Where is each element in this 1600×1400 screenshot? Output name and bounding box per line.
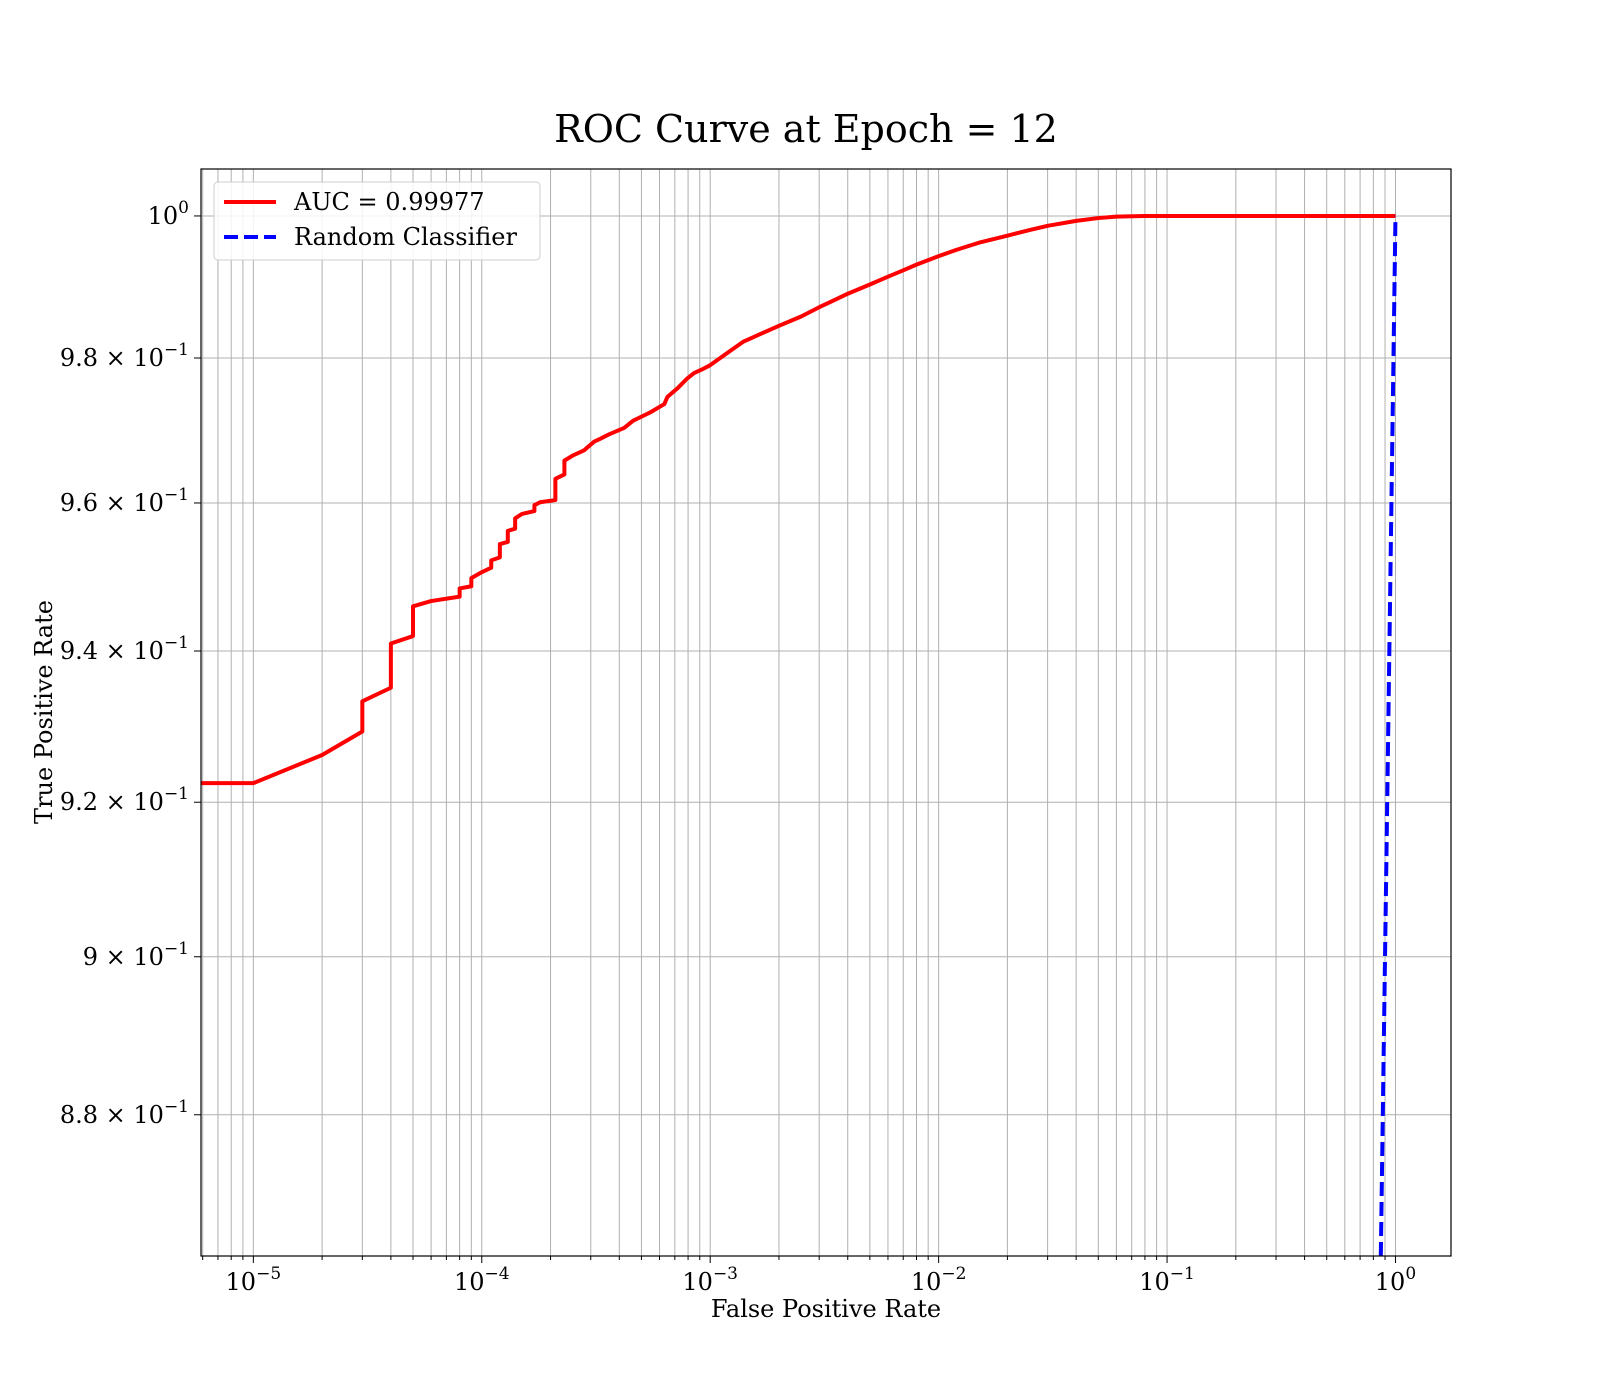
x-tick-label: 10−1 bbox=[1139, 1264, 1195, 1296]
x-tick-label: 10−5 bbox=[226, 1264, 282, 1296]
legend-label-random: Random Classifier bbox=[294, 223, 517, 251]
plot-frame bbox=[200, 168, 1452, 1257]
chart-title: ROC Curve at Epoch = 12 bbox=[554, 107, 1058, 151]
grid-layer bbox=[201, 169, 1451, 1256]
ticks-layer: 8.8 × 10−1 9 × 10−1 9.2 × 10−1 9.4 × 10−1 9.… bbox=[60, 198, 1416, 1296]
x-tick-label: 10−3 bbox=[682, 1264, 738, 1296]
y-tick-label: 100 bbox=[148, 198, 189, 230]
x-tick-label: 10−2 bbox=[911, 1264, 967, 1296]
y-tick-label: 8.8 × 10−1 bbox=[60, 1097, 189, 1129]
curves-layer bbox=[201, 213, 1398, 1257]
roc-curve-line bbox=[201, 213, 1396, 786]
y-tick-label: 9.4 × 10−1 bbox=[60, 633, 189, 665]
y-axis-label: True Positive Rate bbox=[30, 600, 58, 824]
x-tick-label: 10−4 bbox=[454, 1264, 510, 1296]
x-tick-label: 100 bbox=[1375, 1264, 1416, 1296]
random-classifier-line bbox=[1378, 215, 1398, 1257]
y-tick-label: 9.8 × 10−1 bbox=[60, 340, 189, 372]
legend-box bbox=[213, 181, 541, 261]
y-tick-label: 9.6 × 10−1 bbox=[60, 485, 189, 517]
y-tick-label: 9.2 × 10−1 bbox=[60, 784, 189, 816]
y-tick-label: 9 × 10−1 bbox=[83, 939, 189, 971]
x-axis-label: False Positive Rate bbox=[711, 1295, 941, 1323]
legend-label-auc: AUC = 0.99977 bbox=[293, 188, 485, 216]
legend: AUC = 0.99977 Random Classifier bbox=[213, 181, 541, 261]
